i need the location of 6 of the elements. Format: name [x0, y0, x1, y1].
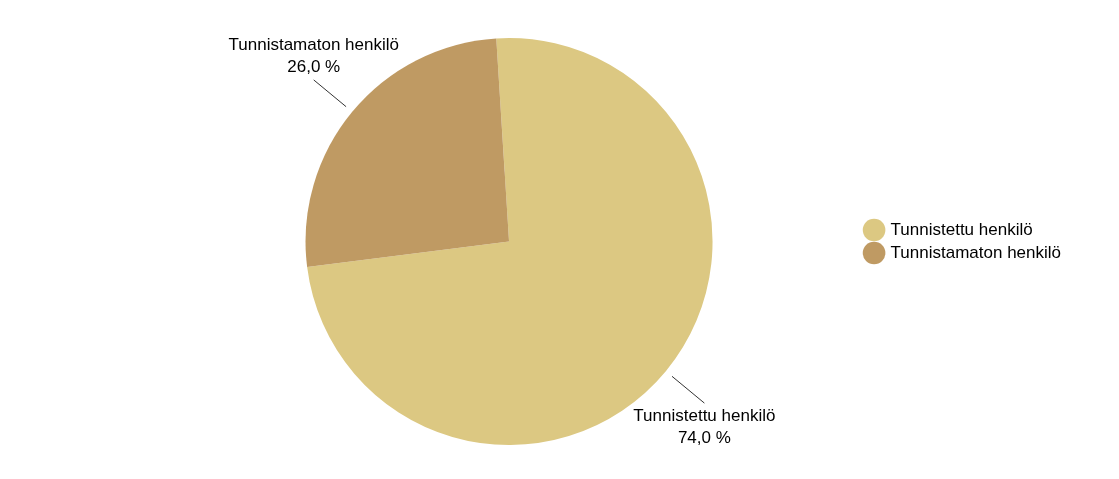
slice-label: Tunnistettu henkilö	[633, 406, 776, 426]
data-label: 26,0 %	[287, 56, 341, 76]
slice-label: Tunnistamaton henkilö	[228, 34, 399, 54]
legend-label: Tunnistettu henkilö	[890, 219, 1033, 239]
data-label: 74,0 %	[677, 428, 731, 448]
legend-label: Tunnistamaton henkilö	[890, 242, 1062, 262]
